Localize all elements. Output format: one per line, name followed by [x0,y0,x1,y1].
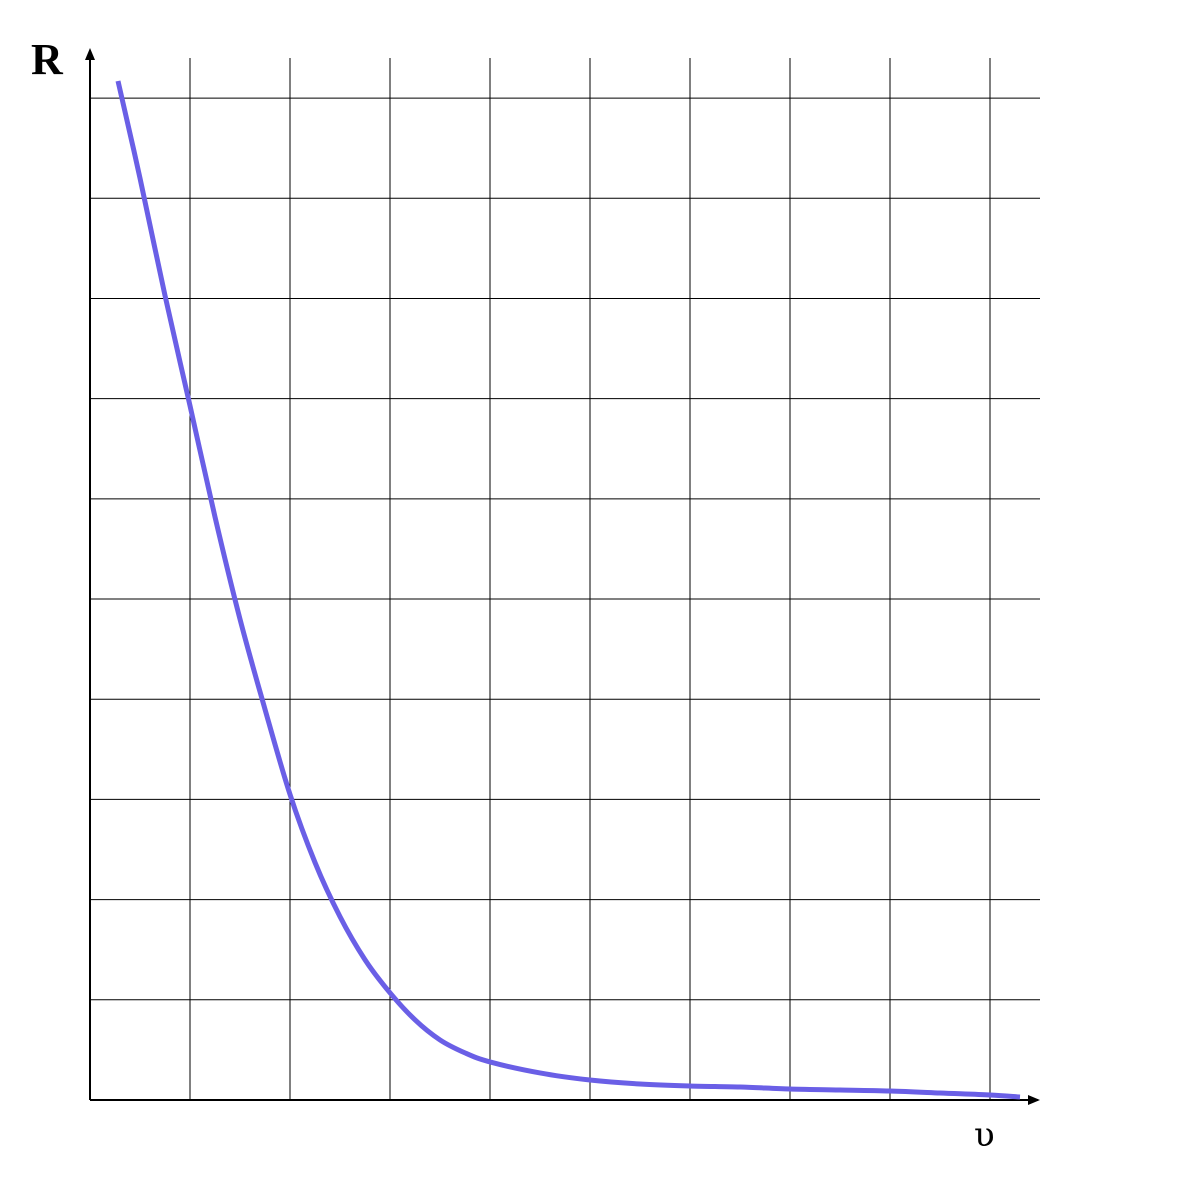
x-axis-label: υ [974,1115,995,1155]
series-line-0 [115,80,1021,1100]
vertical-gridlines [189,58,991,1100]
y-axis-label: R [31,35,64,84]
horizontal-gridlines [90,97,1040,1001]
x-axis-arrowhead [1028,1095,1040,1105]
y-axis-arrowhead [85,48,95,60]
series-layer [115,80,1021,1100]
